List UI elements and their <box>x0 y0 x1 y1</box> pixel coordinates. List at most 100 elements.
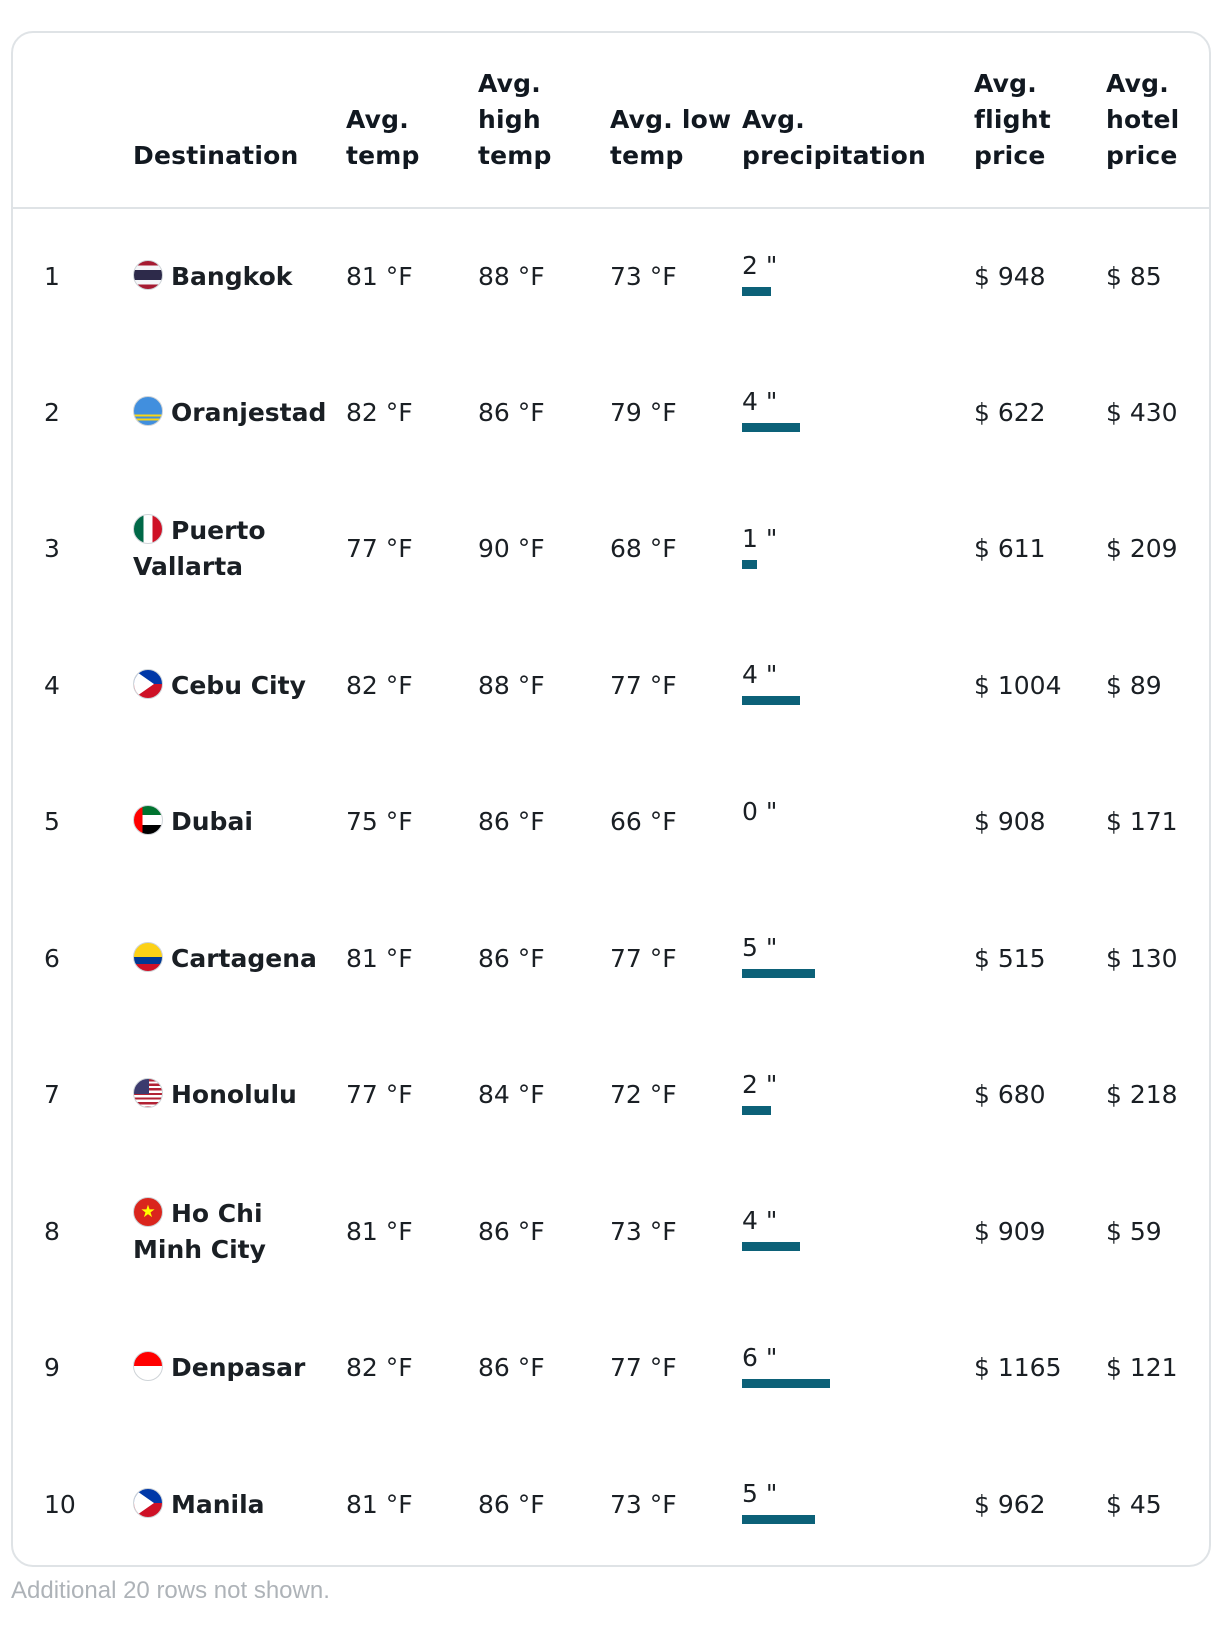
aruba-flag-icon <box>133 395 163 426</box>
flight-price-cell: $ 515 <box>974 943 1046 973</box>
destination-name: Honolulu <box>171 1080 297 1110</box>
destination-cell: Cebu City <box>133 618 346 755</box>
table-row[interactable]: 4 Cebu City 82 °F 88 °F 77 °F 4 " $ 1004 $ 89 <box>13 618 1209 755</box>
rank-cell: 1 <box>44 261 60 291</box>
flight-price-cell: $ 1165 <box>974 1353 1062 1383</box>
header-avg-low-temp[interactable]: Avg. low temp <box>610 105 732 170</box>
precipitation-value: 5 " <box>742 933 778 963</box>
avg-high-temp-cell: 86 °F <box>478 807 545 837</box>
precipitation-value: 2 " <box>742 1069 778 1099</box>
flight-price-cell: $ 962 <box>974 1489 1046 1519</box>
table-row[interactable]: 1 Bangkok 81 °F 88 °F 73 °F 2 " $ 948 $ 85 <box>13 208 1209 345</box>
avg-temp-cell: 82 °F <box>346 397 413 427</box>
header-destination[interactable]: Destination <box>133 141 299 170</box>
philippines-flag-icon <box>133 668 163 699</box>
flight-price-cell: $ 1004 <box>974 670 1062 700</box>
precipitation-value: 4 " <box>742 387 778 417</box>
table-body: 1 Bangkok 81 °F 88 °F 73 °F 2 " $ 948 $ 85 2 Oran… <box>13 208 1209 1566</box>
rank-cell: 7 <box>44 1080 60 1110</box>
table-header-row: Destination Avg. temp Avg. high temp Avg… <box>13 33 1209 208</box>
destination-name: Manila <box>171 1489 265 1519</box>
avg-low-temp-cell: 73 °F <box>610 261 677 291</box>
destination-name: Dubai <box>171 807 253 837</box>
avg-high-temp-cell: 90 °F <box>478 534 545 564</box>
destination-cell: Cartagena <box>133 891 346 1028</box>
thailand-flag-icon <box>133 259 163 290</box>
uae-flag-icon <box>133 805 163 836</box>
hotel-price-cell: $ 89 <box>1106 670 1162 700</box>
usa-flag-icon <box>133 1078 163 1109</box>
header-avg-high-temp[interactable]: Avg. high temp <box>478 69 552 170</box>
header-avg-hotel-price[interactable]: Avg. hotel price <box>1106 69 1180 170</box>
avg-low-temp-cell: 77 °F <box>610 1353 677 1383</box>
precipitation-value: 5 " <box>742 1479 778 1509</box>
hotel-price-cell: $ 85 <box>1106 261 1162 291</box>
colombia-flag-icon <box>133 941 163 972</box>
table-row[interactable]: 6 Cartagena 81 °F 86 °F 77 °F 5 " $ 515 $ 130 <box>13 891 1209 1028</box>
flight-price-cell: $ 611 <box>974 534 1046 564</box>
avg-precipitation-cell: 2 " <box>742 208 974 345</box>
avg-precipitation-cell: 5 " <box>742 1437 974 1566</box>
table-row[interactable]: 10 Manila 81 °F 86 °F 73 °F 5 " $ 962 $ 45 <box>13 1437 1209 1566</box>
precipitation-bar <box>742 559 757 569</box>
avg-precipitation-cell: 4 " <box>742 618 974 755</box>
hotel-price-cell: $ 59 <box>1106 1216 1162 1246</box>
precipitation-bar <box>742 1242 800 1252</box>
table-row[interactable]: 2 Oranjestad 82 °F 86 °F 79 °F 4 " $ 622 $ 430 <box>13 345 1209 482</box>
table-row[interactable]: 5 Dubai 75 °F 86 °F 66 °F 0 " $ 908 $ 171 <box>13 754 1209 891</box>
rank-cell: 4 <box>44 670 60 700</box>
avg-temp-cell: 81 °F <box>346 261 413 291</box>
header-avg-flight-price[interactable]: Avg. flight price <box>974 69 1051 170</box>
indonesia-flag-icon <box>133 1351 163 1382</box>
hotel-price-cell: $ 430 <box>1106 397 1178 427</box>
hotel-price-cell: $ 45 <box>1106 1489 1162 1519</box>
vietnam-flag-icon <box>133 1196 163 1227</box>
flight-price-cell: $ 908 <box>974 807 1046 837</box>
table-row[interactable]: 8 Ho Chi Minh City 81 °F 86 °F 73 °F 4 " $ 909… <box>13 1164 1209 1301</box>
avg-low-temp-cell: 73 °F <box>610 1489 677 1519</box>
hotel-price-cell: $ 209 <box>1106 534 1178 564</box>
destination-name: Puerto Vallarta <box>133 516 266 582</box>
header-avg-temp[interactable]: Avg. temp <box>346 105 420 170</box>
precipitation-bar <box>742 1515 815 1525</box>
table-row[interactable]: 7 Honolulu 77 °F 84 °F 72 °F 2 " $ 680 $ 218 <box>13 1027 1209 1164</box>
avg-low-temp-cell: 66 °F <box>610 807 677 837</box>
avg-temp-cell: 82 °F <box>346 1353 413 1383</box>
rank-cell: 6 <box>44 943 60 973</box>
destination-name: Cartagena <box>171 943 317 973</box>
hotel-price-cell: $ 218 <box>1106 1080 1178 1110</box>
rank-cell: 8 <box>44 1216 60 1246</box>
destination-cell: Puerto Vallarta <box>133 481 346 618</box>
table-row[interactable]: 3 Puerto Vallarta 77 °F 90 °F 68 °F 1 " $ 611 $… <box>13 481 1209 618</box>
avg-high-temp-cell: 86 °F <box>478 943 545 973</box>
destination-name: Denpasar <box>171 1353 306 1383</box>
destination-cell: Dubai <box>133 754 346 891</box>
rank-cell: 3 <box>44 534 60 564</box>
precipitation-bar <box>742 696 800 706</box>
destination-cell: Bangkok <box>133 208 346 345</box>
flight-price-cell: $ 909 <box>974 1216 1046 1246</box>
hotel-price-cell: $ 171 <box>1106 807 1178 837</box>
avg-low-temp-cell: 77 °F <box>610 943 677 973</box>
header-avg-precipitation[interactable]: Avg. precipitation <box>742 105 926 170</box>
avg-temp-cell: 77 °F <box>346 1080 413 1110</box>
avg-precipitation-cell: 5 " <box>742 891 974 1028</box>
avg-low-temp-cell: 77 °F <box>610 670 677 700</box>
rank-cell: 10 <box>44 1489 76 1519</box>
precipitation-value: 4 " <box>742 1206 778 1236</box>
precipitation-value: 6 " <box>742 1342 778 1372</box>
avg-precipitation-cell: 4 " <box>742 345 974 482</box>
avg-precipitation-cell: 0 " <box>742 754 974 891</box>
avg-precipitation-cell: 6 " <box>742 1300 974 1437</box>
precipitation-value: 2 " <box>742 251 778 281</box>
rank-cell: 5 <box>44 807 60 837</box>
mexico-flag-icon <box>133 514 163 545</box>
destination-cell: Manila <box>133 1437 346 1566</box>
hotel-price-cell: $ 130 <box>1106 943 1178 973</box>
avg-low-temp-cell: 72 °F <box>610 1080 677 1110</box>
precipitation-bar <box>742 1105 771 1115</box>
avg-temp-cell: 81 °F <box>346 1489 413 1519</box>
avg-precipitation-cell: 2 " <box>742 1027 974 1164</box>
table-row[interactable]: 9 Denpasar 82 °F 86 °F 77 °F 6 " $ 1165 $ 121 <box>13 1300 1209 1437</box>
precipitation-value: 0 " <box>742 796 778 826</box>
